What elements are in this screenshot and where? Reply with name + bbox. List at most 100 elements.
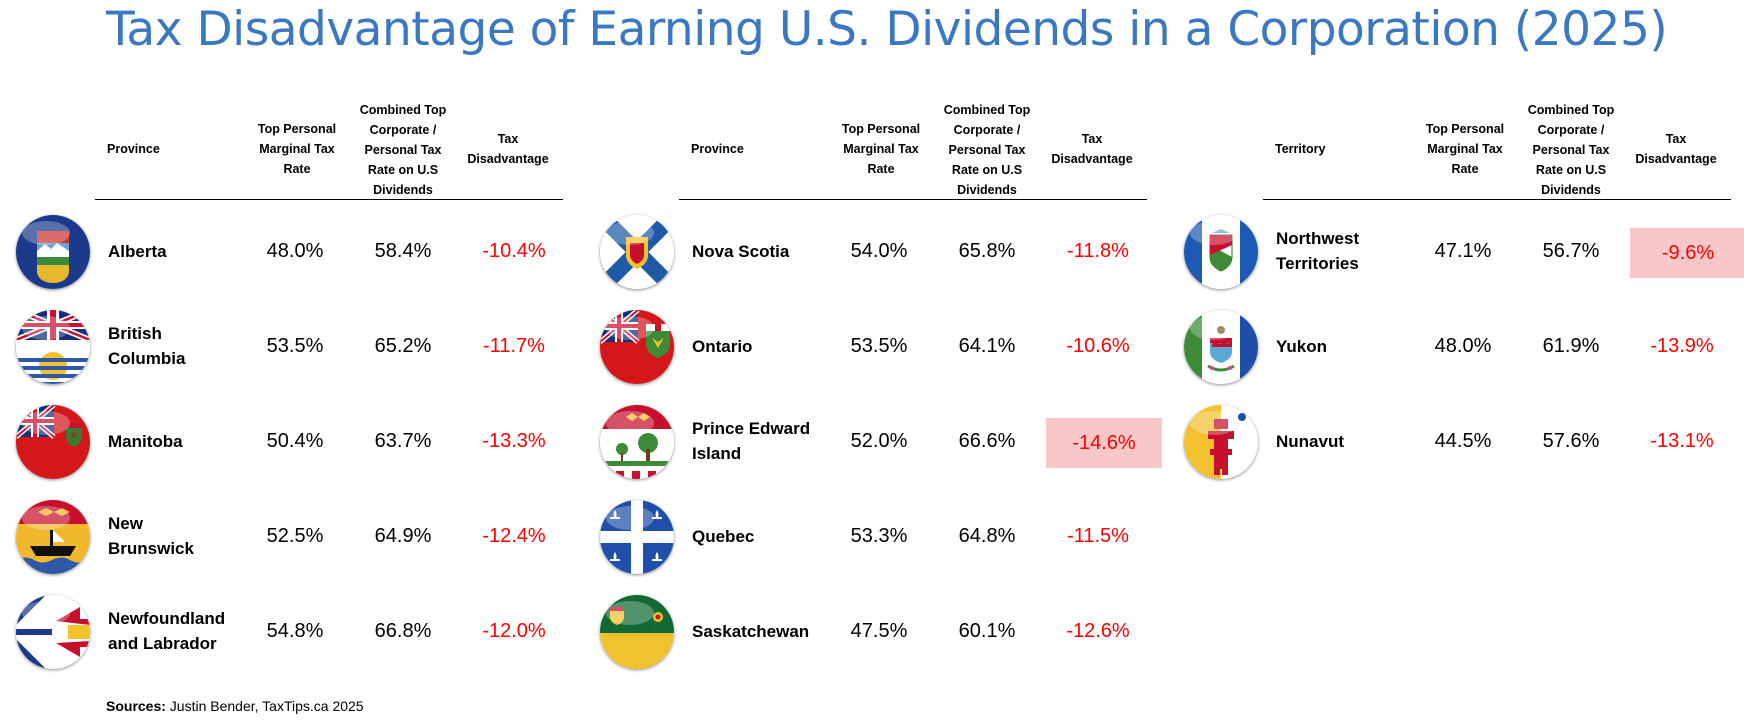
sources-text: Justin Bender, TaxTips.ca 2025 (165, 698, 364, 714)
cell-combined-rate: 56.7% (1542, 240, 1600, 262)
region-name-line: Ontario (692, 337, 753, 356)
region-name: Ontario (692, 334, 852, 359)
region-name-line: Manitoba (108, 432, 183, 451)
header-rule (95, 199, 563, 200)
cell-tax-disadvantage: -13.3% (482, 430, 546, 452)
cell-top-personal-rate: 44.5% (1434, 430, 1492, 452)
region-name-line: Northwest (1276, 229, 1360, 248)
header-rule (679, 199, 1147, 200)
region-name-line: Brunswick (108, 539, 194, 558)
region-name: Manitoba (108, 429, 268, 454)
region-name-line: New (108, 514, 143, 533)
cell-combined-rate: 64.9% (374, 525, 432, 547)
cell-tax-disadvantage: -10.4% (482, 240, 546, 262)
cell-top-personal-rate: 52.5% (266, 525, 324, 547)
header-top-personal-rate: Top Personal Marginal Tax Rate (841, 122, 921, 176)
cell-tax-disadvantage: -13.1% (1650, 430, 1714, 452)
cell-combined-rate: 66.8% (374, 620, 432, 642)
nunavut-flag-icon (1184, 405, 1258, 479)
cell-combined-rate: 61.9% (1542, 335, 1600, 357)
header-province: Province (691, 142, 744, 156)
region-name-line: Prince Edward (692, 419, 811, 438)
header-territory: Territory (1275, 142, 1326, 156)
region-name-line: Alberta (108, 242, 167, 261)
region-name-line: Newfoundland (108, 609, 226, 628)
region-name-line: Nova Scotia (692, 242, 790, 261)
page-title: Tax Disadvantage of Earning U.S. Dividen… (106, 2, 1668, 57)
cell-top-personal-rate: 47.1% (1434, 240, 1492, 262)
cell-combined-rate: 64.1% (958, 335, 1016, 357)
cell-tax-disadvantage: -11.5% (1067, 525, 1129, 547)
sources-note: Sources: Justin Bender, TaxTips.ca 2025 (106, 698, 364, 714)
region-name: Alberta (108, 239, 268, 264)
cell-tax-disadvantage: -11.8% (1067, 240, 1129, 262)
region-name-line: Nunavut (1276, 432, 1344, 451)
cell-combined-rate: 65.8% (958, 240, 1016, 262)
region-name-line: British (108, 324, 162, 343)
header-tax-disadvantage: Tax Disadvantage (1635, 132, 1717, 166)
region-name-line: Yukon (1276, 337, 1328, 356)
region-name-line: Columbia (108, 349, 186, 368)
sources-label: Sources: (106, 698, 166, 714)
cell-combined-rate: 63.7% (374, 430, 432, 452)
region-name: British Columbia (108, 321, 268, 371)
cell-combined-rate: 57.6% (1542, 430, 1600, 452)
nova-scotia-flag-icon (600, 215, 674, 289)
ontario-flag-icon (600, 310, 674, 384)
cell-top-personal-rate: 52.0% (850, 430, 908, 452)
header-province: Province (107, 142, 160, 156)
cell-top-personal-rate: 48.0% (266, 240, 324, 262)
region-name: Yukon (1276, 334, 1436, 359)
northwest-territories-flag-icon (1184, 215, 1258, 289)
saskatchewan-flag-icon (600, 595, 674, 669)
cell-combined-rate: 58.4% (374, 240, 432, 262)
cell-tax-disadvantage: -14.6% (1046, 418, 1162, 468)
region-name-line: Island (692, 444, 742, 463)
quebec-flag-icon (600, 500, 674, 574)
cell-tax-disadvantage: -13.9% (1650, 335, 1714, 357)
cell-top-personal-rate: 50.4% (266, 430, 324, 452)
manitoba-flag-icon (16, 405, 90, 479)
region-name: New Brunswick (108, 511, 268, 561)
cell-tax-disadvantage: -10.6% (1066, 335, 1130, 357)
cell-top-personal-rate: 47.5% (850, 620, 908, 642)
header-top-personal-rate: Top Personal Marginal Tax Rate (1425, 122, 1505, 176)
yukon-flag-icon (1184, 310, 1258, 384)
region-name: Nunavut (1276, 429, 1436, 454)
cell-top-personal-rate: 53.3% (850, 525, 908, 547)
region-name: Newfoundland and Labrador (108, 606, 268, 656)
british-columbia-flag-icon (16, 310, 90, 384)
region-name: Quebec (692, 524, 852, 549)
cell-top-personal-rate: 53.5% (850, 335, 908, 357)
header-combined-rate: Combined Top Corporate / Personal Tax Ra… (359, 103, 447, 197)
header-tax-disadvantage: Tax Disadvantage (467, 132, 549, 166)
header-top-personal-rate: Top Personal Marginal Tax Rate (257, 122, 337, 176)
cell-tax-disadvantage: -12.4% (482, 525, 546, 547)
region-name-line: Saskatchewan (692, 622, 810, 641)
region-name: Saskatchewan (692, 619, 852, 644)
pei-flag-icon (600, 405, 674, 479)
cell-combined-rate: 65.2% (374, 335, 432, 357)
cell-combined-rate: 66.6% (958, 430, 1016, 452)
region-name: Northwest Territories (1276, 226, 1436, 276)
region-name-line: and Labrador (108, 634, 217, 653)
alberta-flag-icon (16, 215, 90, 289)
header-rule (1263, 199, 1731, 200)
cell-combined-rate: 60.1% (958, 620, 1016, 642)
region-name: Prince Edward Island (692, 416, 852, 466)
region-name: Nova Scotia (692, 239, 852, 264)
region-name-line: Territories (1276, 254, 1359, 273)
newfoundland-flag-icon (16, 595, 90, 669)
cell-tax-disadvantage: -9.6% (1630, 228, 1744, 278)
header-combined-rate: Combined Top Corporate / Personal Tax Ra… (943, 103, 1031, 197)
cell-tax-disadvantage: -11.7% (483, 335, 545, 357)
cell-top-personal-rate: 48.0% (1434, 335, 1492, 357)
cell-top-personal-rate: 54.8% (266, 620, 324, 642)
cell-top-personal-rate: 53.5% (266, 335, 324, 357)
region-name-line: Quebec (692, 527, 755, 546)
header-tax-disadvantage: Tax Disadvantage (1051, 132, 1133, 166)
cell-combined-rate: 64.8% (958, 525, 1016, 547)
cell-top-personal-rate: 54.0% (850, 240, 908, 262)
header-combined-rate: Combined Top Corporate / Personal Tax Ra… (1527, 103, 1615, 197)
cell-tax-disadvantage: -12.0% (482, 620, 546, 642)
